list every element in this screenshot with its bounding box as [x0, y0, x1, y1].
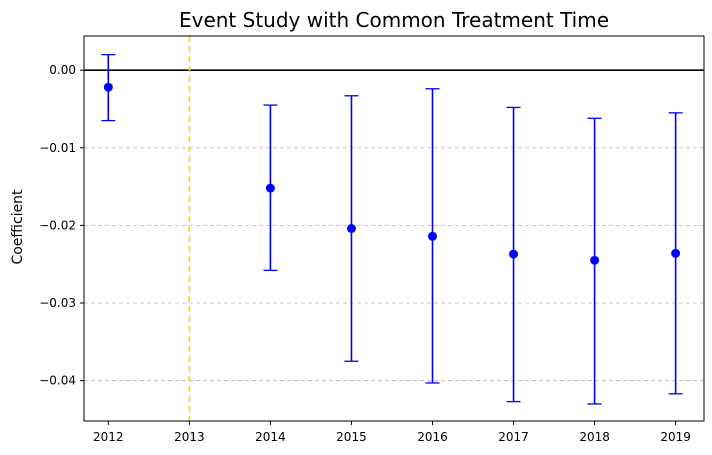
y-tick-label: −0.01 [39, 141, 76, 155]
y-tick-label: −0.03 [39, 296, 76, 310]
y-axis-ticks: 0.00 −0.01 −0.02 −0.03 −0.04 [39, 63, 84, 388]
data-point [427, 231, 437, 241]
x-axis-ticks: 2012 2013 2014 2015 2016 2017 2018 2019 [93, 421, 691, 444]
plot-frame [83, 35, 705, 422]
data-point [265, 183, 275, 193]
chart-title: Event Study with Common Treatment Time [179, 8, 609, 32]
data-point [103, 82, 113, 92]
reference-lines [84, 36, 704, 421]
x-tick-label: 2019 [660, 430, 691, 444]
x-tick-label: 2018 [579, 430, 610, 444]
y-tick-label: −0.04 [39, 374, 76, 388]
data-point [590, 255, 600, 265]
grid-lines [84, 147, 704, 382]
y-axis-label: Coefficient [10, 189, 26, 265]
x-tick-label: 2015 [336, 430, 367, 444]
data-point [671, 248, 681, 258]
y-tick-label: 0.00 [49, 63, 76, 77]
data-series [101, 53, 683, 405]
x-tick-label: 2016 [417, 430, 448, 444]
x-tick-label: 2012 [93, 430, 124, 444]
x-tick-label: 2014 [255, 430, 286, 444]
x-tick-label: 2017 [498, 430, 529, 444]
data-point [346, 224, 356, 233]
y-tick-label: −0.02 [39, 218, 76, 232]
data-point [509, 249, 519, 259]
x-tick-label: 2013 [174, 430, 205, 444]
